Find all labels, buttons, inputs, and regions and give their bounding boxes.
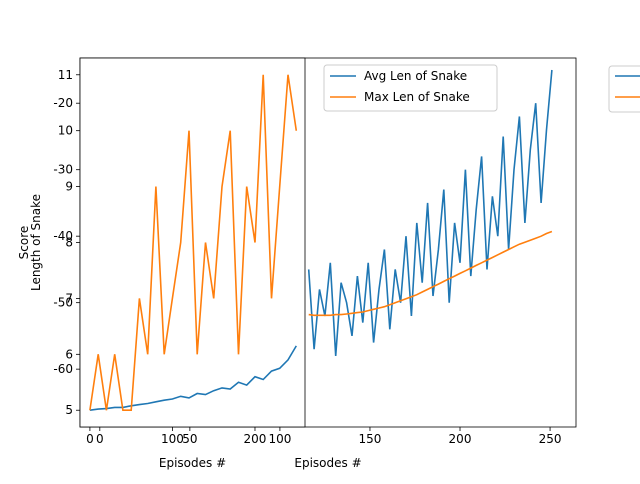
- x-tick-label: 200: [449, 432, 472, 446]
- y-tick-label: 10: [58, 124, 73, 138]
- y-tick-label: 5: [65, 403, 73, 417]
- series-line: [308, 230, 553, 317]
- y-tick-label: -50: [53, 296, 73, 310]
- x-axis-label: Episodes #: [294, 456, 361, 470]
- y-tick-label: 7: [65, 291, 73, 305]
- plot-lines: [89, 74, 298, 411]
- y-tick-label: 11: [58, 68, 73, 82]
- cut-legend: [608, 65, 640, 113]
- y-tick-label: -60: [53, 362, 73, 376]
- legend-label: Avg Len of Snake: [364, 69, 467, 83]
- y-tick-label: -40: [53, 229, 73, 243]
- y-axis-label: Length of Snake: [29, 194, 43, 291]
- legend-box: [323, 64, 498, 112]
- x-tick-label: 0: [96, 432, 104, 446]
- x-tick-label: 100: [268, 432, 291, 446]
- y-tick-label: 8: [65, 236, 73, 250]
- plot-lines: [307, 69, 553, 356]
- y-axis-label: Score: [17, 226, 31, 260]
- series-line: [307, 69, 553, 356]
- y-tick-label: -20: [53, 96, 73, 110]
- series-line: [89, 345, 297, 411]
- y-tick-label: 9: [65, 180, 73, 194]
- legend: Avg Len of Snake Max Len of Snake: [323, 64, 498, 112]
- x-tick-label: 100: [161, 432, 184, 446]
- y-tick-label: -30: [53, 163, 73, 177]
- x-tick-label: 0: [86, 432, 94, 446]
- legend-label: Max Len of Snake: [364, 90, 470, 104]
- x-tick-label: 200: [244, 432, 267, 446]
- x-tick-label: 50: [182, 432, 197, 446]
- x-tick-label: 150: [359, 432, 382, 446]
- x-axis-label: Episodes #: [159, 456, 226, 470]
- y-tick-label: 6: [65, 347, 73, 361]
- x-tick-label: 250: [539, 432, 562, 446]
- series-line: [89, 74, 298, 411]
